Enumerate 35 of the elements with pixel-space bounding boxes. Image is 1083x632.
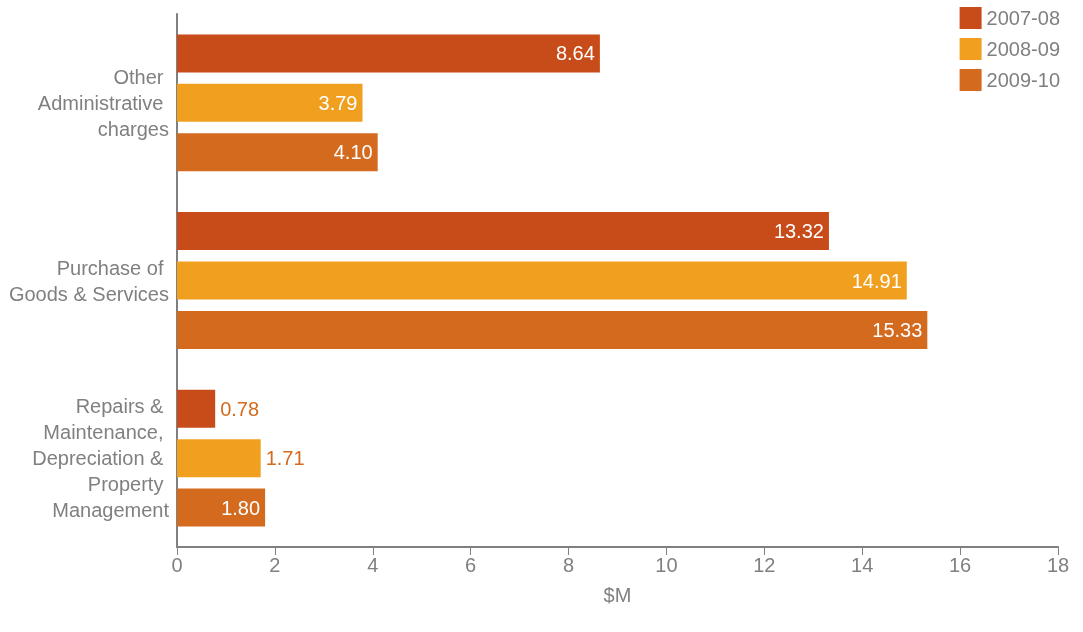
bar: [177, 34, 600, 73]
legend-label: 2007-08: [986, 7, 1061, 29]
x-tick-label: 6: [465, 554, 477, 576]
x-tick-label: 16: [948, 554, 972, 576]
bar: [177, 133, 378, 172]
x-tick-label: 0: [171, 554, 183, 576]
bar: [177, 488, 266, 527]
y-tick-label: Other Administrative charges: [37, 65, 169, 140]
x-tick-label: 8: [562, 554, 575, 576]
bar: [177, 439, 261, 478]
data-label: 0.78: [220, 397, 260, 420]
bar: [177, 389, 216, 428]
bar: [177, 261, 907, 300]
data-label: 15.33: [872, 318, 923, 341]
bar: [177, 310, 928, 349]
legend-label: 2009-10: [986, 69, 1061, 91]
y-tick-label: Repairs & Maintenance, Depreciation & Property Management: [32, 395, 170, 522]
data-label: 8.64: [555, 42, 595, 65]
bar: [177, 212, 829, 251]
x-tick-label: 4: [367, 554, 379, 576]
x-tick-label: 10: [655, 554, 678, 576]
y-tick-label: Purchase of Goods & Services: [8, 256, 169, 305]
data-label: 13.32: [773, 220, 824, 243]
data-label: 14.91: [851, 269, 902, 292]
data-label: 1.71: [265, 447, 305, 470]
x-tick-label: 2: [269, 554, 281, 576]
x-tick-label: 18: [1046, 554, 1070, 576]
x-tick-label: 14: [851, 554, 874, 576]
data-label: 1.80: [221, 496, 261, 519]
x-axis-title: $M: [603, 584, 632, 606]
bar: [177, 83, 363, 122]
legend-label: 2008-09: [986, 38, 1061, 60]
x-tick-label: 12: [753, 554, 776, 576]
data-label: 4.10: [333, 141, 373, 164]
data-label: 3.79: [318, 91, 358, 114]
